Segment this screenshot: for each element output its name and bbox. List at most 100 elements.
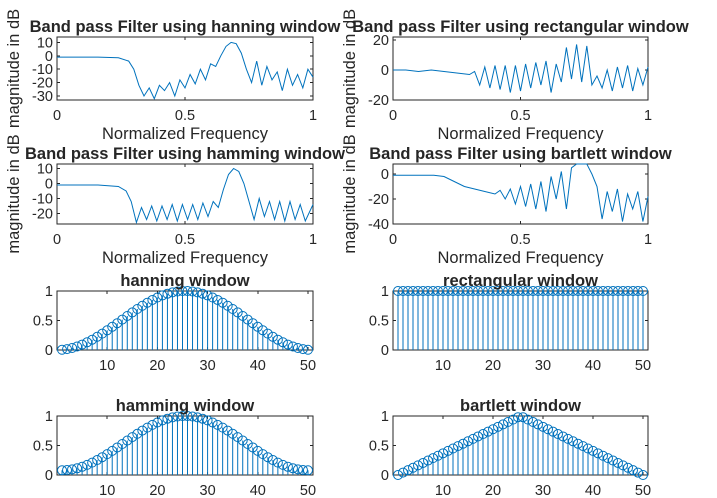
stem-marker [172, 286, 183, 297]
stem-marker [147, 419, 158, 430]
y-tick-label: -30 [32, 89, 53, 105]
axes-frame [392, 163, 649, 225]
stem-marker [117, 314, 128, 325]
stem-marker [237, 435, 248, 446]
y-tick-label: 0 [381, 63, 389, 79]
stem-marker [242, 314, 253, 325]
x-tick-label: 1 [644, 108, 652, 124]
stem-marker [262, 328, 273, 339]
y-tick-label: 20 [373, 33, 389, 49]
stem-marker [142, 422, 153, 433]
stem-marker [82, 459, 93, 470]
stem-marker [72, 463, 83, 474]
x-tick-label: 50 [635, 483, 651, 498]
stem-marker [112, 318, 123, 329]
stem-marker [117, 439, 128, 450]
x-tick-label: 20 [485, 483, 501, 498]
stem-marker [182, 286, 193, 297]
axes-frame [56, 163, 314, 225]
axes-frame [392, 290, 649, 351]
y-tick-label: 10 [37, 35, 53, 51]
y-tick-label: -20 [368, 93, 389, 109]
stem-marker [137, 300, 148, 311]
subplot-7: 1 0.5 0 10 20 30 40 50 hamming window [33, 397, 316, 498]
subplot-title: Band pass Filter using hamming window [25, 145, 345, 163]
stem-marker [297, 465, 308, 476]
stem-marker [57, 465, 68, 476]
y-tick-label: -20 [32, 76, 53, 92]
stem-marker [212, 419, 223, 430]
stem-marker [177, 411, 188, 422]
stem-marker [67, 343, 78, 354]
x-tick-label: 30 [535, 483, 551, 498]
stem-marker [77, 461, 88, 472]
stem-marker [202, 290, 213, 301]
stem-marker [72, 341, 83, 352]
x-axis-label: Normalized Frequency [102, 125, 269, 143]
stem-marker [598, 450, 608, 461]
stem-marker [217, 297, 228, 308]
y-tick-label: 0 [45, 468, 53, 484]
stem-marker [212, 294, 223, 305]
stem-marker [202, 415, 213, 426]
subplot-title: rectangular window [443, 272, 598, 290]
stem-marker [82, 337, 93, 348]
x-tick-label: 0 [389, 108, 397, 124]
stem-marker [62, 465, 73, 476]
magnitude-response-line [57, 167, 314, 225]
stem-marker [192, 412, 203, 423]
subplot-8: 1 0.5 0 10 20 30 40 50 bartlett window [369, 397, 651, 498]
stem-marker [292, 464, 303, 475]
stem-marker [227, 304, 238, 315]
y-axis-label: magnitude in dB [5, 9, 23, 128]
stem-marker [157, 415, 168, 426]
stem-marker [182, 411, 193, 422]
stem-marker [62, 344, 73, 355]
x-tick-label: 1 [309, 232, 317, 248]
stem-marker [533, 419, 543, 430]
stem-marker [107, 321, 118, 332]
stem-marker [97, 452, 108, 463]
stem-marker [282, 461, 293, 472]
y-tick-label: 1 [381, 284, 389, 300]
stem-marker [207, 417, 218, 428]
stem-marker [277, 459, 288, 470]
stem-marker [548, 426, 558, 437]
x-tick-label: 30 [200, 358, 216, 374]
axes-frame [56, 36, 314, 101]
x-tick-label: 50 [635, 358, 651, 374]
stem-marker [272, 334, 283, 345]
stem-marker [222, 300, 233, 311]
y-axis-label: magnitude in dB [341, 9, 359, 128]
stem-marker [252, 321, 263, 332]
stem-marker [177, 286, 188, 297]
stem-marker [583, 443, 593, 454]
y-tick-label: 0 [381, 468, 389, 484]
stem-marker [573, 438, 583, 449]
x-tick-label: 20 [485, 358, 501, 374]
stem-marker [232, 307, 243, 318]
stem-marker [152, 292, 163, 303]
axes-frame [392, 415, 649, 476]
stem-marker [262, 452, 273, 463]
x-tick-label: 20 [149, 483, 165, 498]
stem-marker [603, 453, 613, 464]
y-tick-label: 0.5 [369, 439, 389, 455]
stem-marker [197, 413, 208, 424]
x-tick-label: 0 [53, 108, 61, 124]
stem-marker [277, 337, 288, 348]
x-tick-label: 0 [389, 232, 397, 248]
stem-marker [282, 339, 293, 350]
stem-marker [232, 432, 243, 443]
magnitude-response-line [57, 41, 314, 100]
stem-marker [518, 412, 528, 423]
y-tick-label: -20 [32, 207, 53, 223]
magnitude-response-line [393, 44, 649, 93]
subplot-title: hamming window [116, 397, 255, 415]
stem-marker [553, 429, 563, 440]
